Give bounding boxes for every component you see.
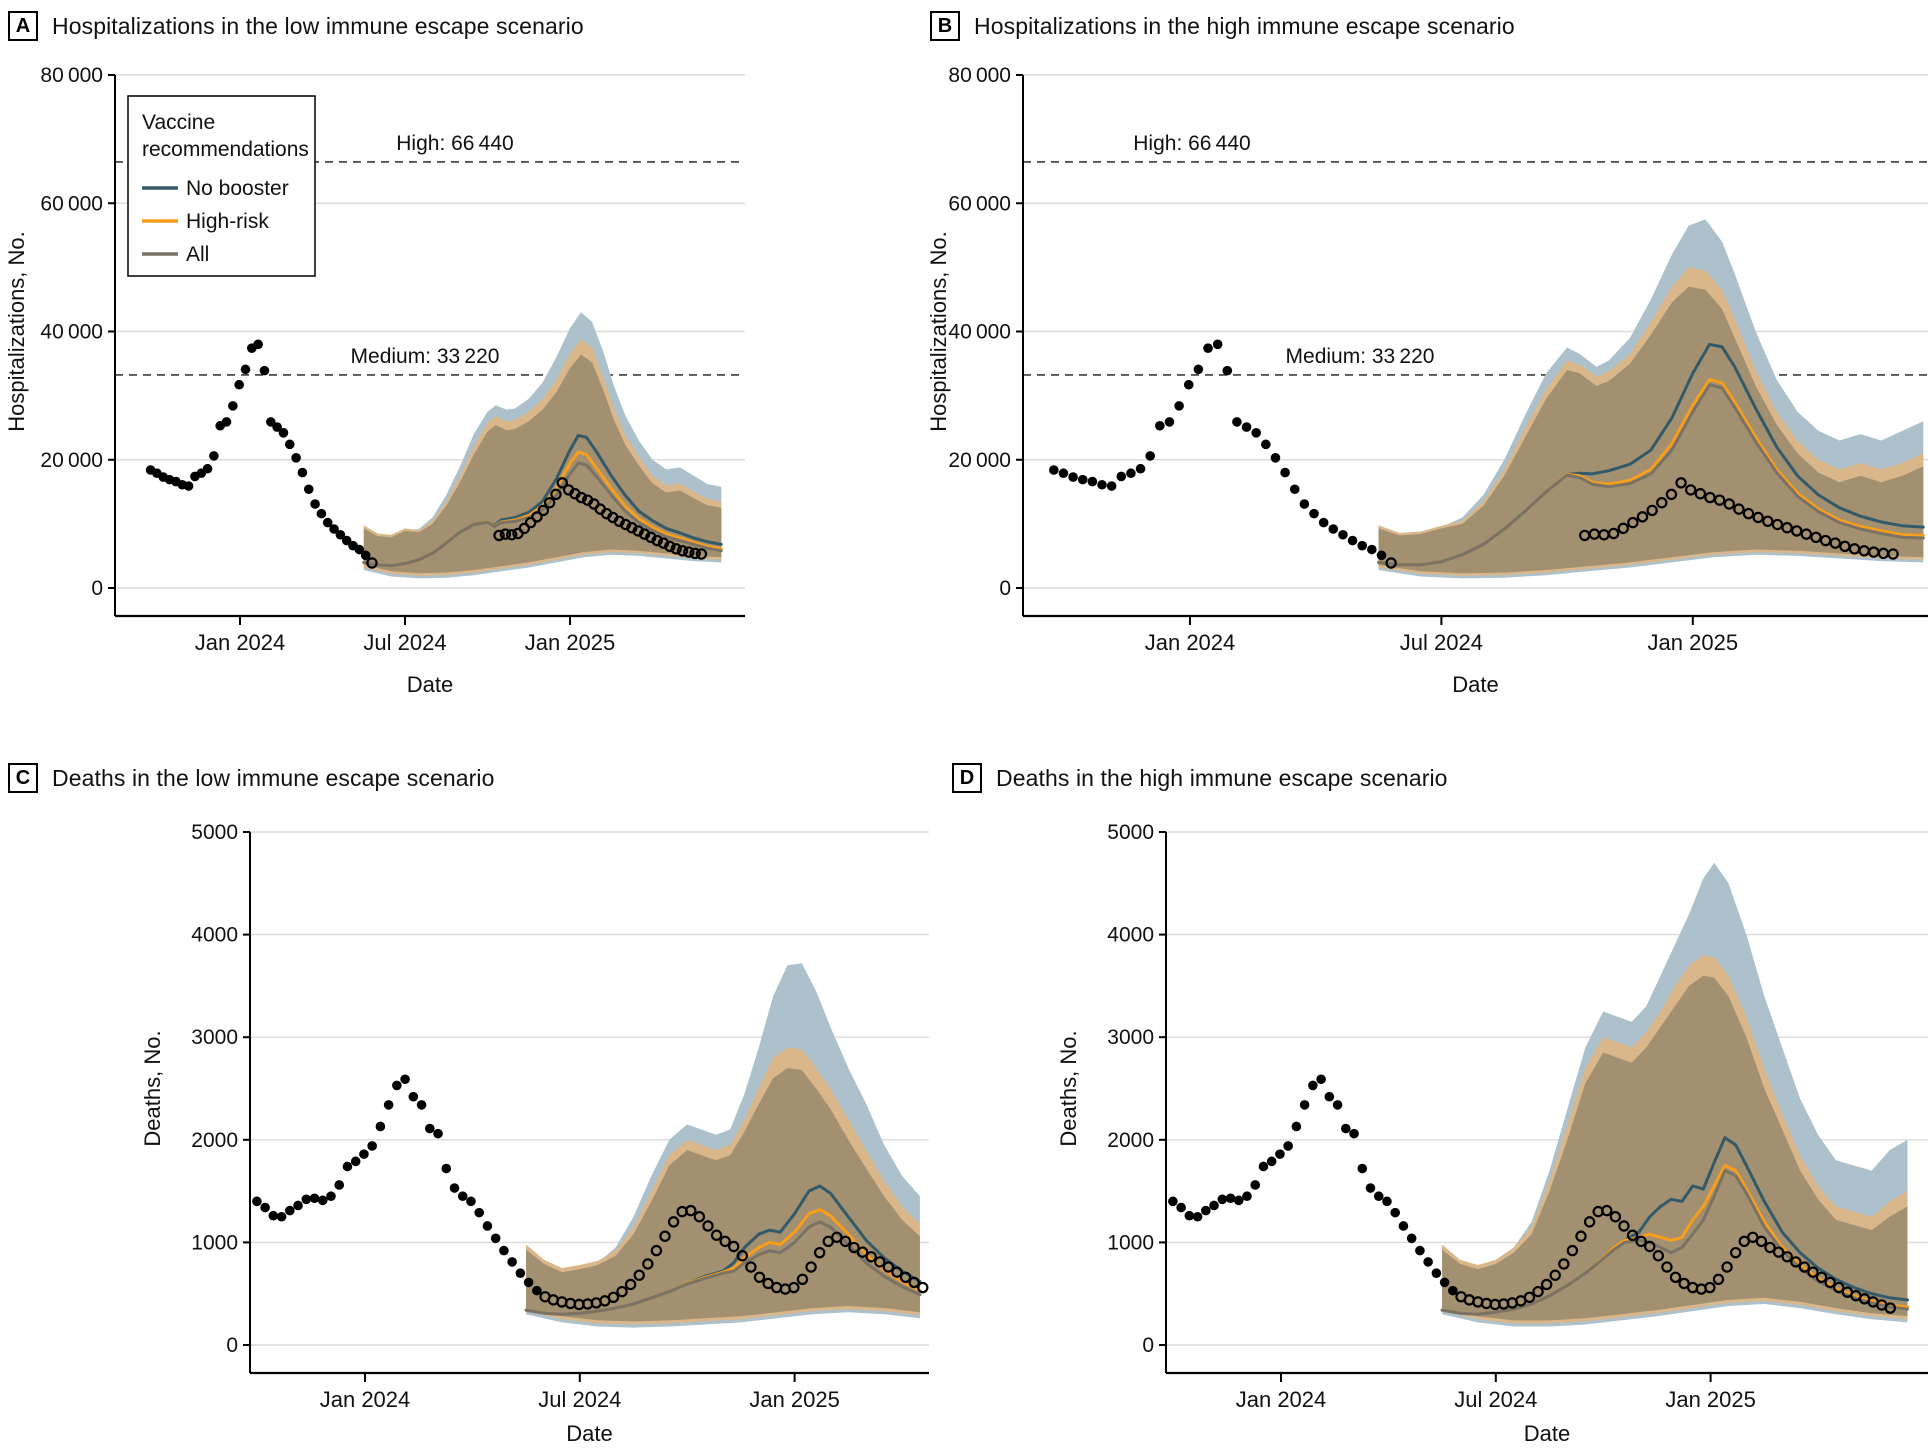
- threshold-medium-label: Medium: 33 220: [351, 345, 500, 368]
- panel-b-title: Hospitalizations in the high immune esca…: [974, 12, 1515, 39]
- x-tick-labels: Jan 2024 Jul 2024 Jan 2025: [320, 1373, 840, 1412]
- svg-text:Jan 2025: Jan 2025: [525, 630, 616, 655]
- panel-c-title: Deaths in the low immune escape scenario: [52, 764, 495, 791]
- svg-text:5000: 5000: [191, 821, 238, 844]
- y-axis-title: Hospitalizations, No.: [4, 231, 29, 432]
- legend-title: Vaccine: [142, 111, 215, 134]
- x-tick-labels: Jan 2024 Jul 2024 Jan 2025: [1145, 616, 1738, 655]
- svg-text:Jan 2024: Jan 2024: [1145, 630, 1236, 655]
- panel-b-label: B: [930, 11, 960, 41]
- svg-text:60 000: 60 000: [40, 192, 103, 215]
- svg-text:20 000: 20 000: [40, 449, 103, 472]
- y-tick-labels: 0 20 000 40 000 60 000 80 000: [948, 64, 1023, 600]
- observed-circles: [1385, 477, 1899, 569]
- svg-text:80 000: 80 000: [40, 64, 103, 87]
- legend-title: recommendations: [142, 138, 309, 161]
- y-tick-labels: 0 1000 2000 3000 4000 5000: [1107, 821, 1166, 1357]
- x-tick-labels: Jan 2024 Jul 2024 Jan 2025: [1236, 1373, 1756, 1412]
- svg-text:0: 0: [226, 1334, 238, 1357]
- y-axis-title: Deaths, No.: [1056, 1030, 1081, 1146]
- svg-text:80 000: 80 000: [948, 64, 1011, 87]
- svg-text:60 000: 60 000: [948, 192, 1011, 215]
- line-all: [362, 461, 723, 568]
- line-all: [1377, 383, 1925, 567]
- y-tick-labels: 0 1000 2000 3000 4000 5000: [191, 821, 250, 1357]
- legend: Vaccine recommendations No booster High-ris…: [127, 95, 316, 277]
- line-all: [1440, 1169, 1909, 1316]
- line-all: [524, 1220, 922, 1316]
- svg-text:Jul 2024: Jul 2024: [363, 630, 446, 655]
- panel-b: High: 66 440 Medium: 33 220 0 20 000 40 000 6…: [926, 64, 1928, 697]
- legend-label-all: All: [186, 243, 209, 266]
- svg-text:Jan 2025: Jan 2025: [1648, 630, 1739, 655]
- observed-dots: [252, 1074, 542, 1296]
- y-axis-title: Deaths, No.: [140, 1030, 165, 1146]
- panel-c-header: C Deaths in the low immune escape scenar…: [8, 762, 495, 794]
- band-all: [1378, 286, 1924, 574]
- observed-circles: [366, 477, 708, 569]
- svg-text:40 000: 40 000: [948, 321, 1011, 344]
- y-axis-title: Hospitalizations, No.: [926, 231, 951, 432]
- y-tick-labels: 0 20 000 40 000 60 000 80 000: [40, 64, 115, 600]
- svg-text:Jan 2024: Jan 2024: [195, 630, 286, 655]
- threshold-medium-label: Medium: 33 220: [1286, 345, 1435, 368]
- threshold-high-label: High: 66 440: [396, 132, 513, 155]
- svg-text:4000: 4000: [191, 924, 238, 947]
- svg-text:3000: 3000: [191, 1026, 238, 1049]
- band-all: [1442, 975, 1908, 1321]
- svg-text:0: 0: [999, 577, 1011, 600]
- svg-text:1000: 1000: [1107, 1231, 1154, 1254]
- observed-circles: [1455, 1204, 1897, 1314]
- panel-d-title: Deaths in the high immune escape scenari…: [996, 764, 1448, 791]
- svg-text:1000: 1000: [191, 1231, 238, 1254]
- svg-text:0: 0: [91, 577, 103, 600]
- svg-text:Jan 2024: Jan 2024: [1236, 1387, 1327, 1412]
- panel-d-label: D: [952, 763, 982, 793]
- x-axis-title: Date: [407, 672, 453, 697]
- panel-a-title: Hospitalizations in the low immune escap…: [52, 12, 584, 39]
- x-axis-title: Date: [1452, 672, 1498, 697]
- svg-text:2000: 2000: [191, 1129, 238, 1152]
- observed-dots: [1168, 1074, 1458, 1296]
- svg-text:Jan 2025: Jan 2025: [1665, 1387, 1756, 1412]
- panel-b-header: B Hospitalizations in the high immune es…: [930, 10, 1515, 42]
- svg-text:Jul 2024: Jul 2024: [1454, 1387, 1537, 1412]
- svg-text:Jan 2025: Jan 2025: [749, 1387, 840, 1412]
- observed-dots: [1049, 339, 1387, 561]
- svg-text:0: 0: [1142, 1334, 1154, 1357]
- x-axis-title: Date: [566, 1421, 612, 1446]
- svg-text:5000: 5000: [1107, 821, 1154, 844]
- svg-text:20 000: 20 000: [948, 449, 1011, 472]
- panel-d-header: D Deaths in the high immune escape scena…: [952, 762, 1448, 794]
- svg-text:40 000: 40 000: [40, 321, 103, 344]
- legend-label-high_risk: High-risk: [186, 210, 269, 233]
- svg-text:3000: 3000: [1107, 1026, 1154, 1049]
- svg-text:Jan 2024: Jan 2024: [320, 1387, 411, 1412]
- observed-dots: [145, 339, 371, 561]
- threshold-high-label: High: 66 440: [1133, 132, 1250, 155]
- x-axis-title: Date: [1524, 1421, 1570, 1446]
- svg-text:Jul 2024: Jul 2024: [538, 1387, 621, 1412]
- panel-a-header: A Hospitalizations in the low immune esc…: [8, 10, 584, 42]
- observed-circles: [539, 1204, 929, 1311]
- svg-text:4000: 4000: [1107, 924, 1154, 947]
- svg-text:2000: 2000: [1107, 1129, 1154, 1152]
- panel-a: High: 66 440 Medium: 33 220 0 20 000 40 000 6…: [4, 64, 745, 697]
- svg-text:Jul 2024: Jul 2024: [1400, 630, 1483, 655]
- x-tick-labels: Jan 2024 Jul 2024 Jan 2025: [195, 616, 616, 655]
- legend-label-no_booster: No booster: [186, 177, 289, 200]
- panel-a-label: A: [8, 11, 38, 41]
- panel-c-label: C: [8, 763, 38, 793]
